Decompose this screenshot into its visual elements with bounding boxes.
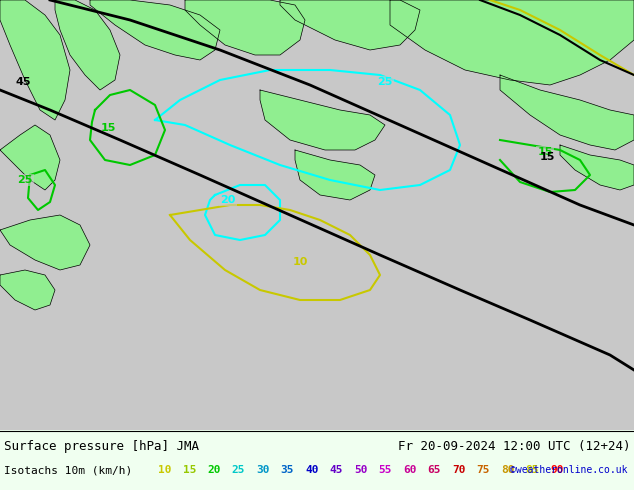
Text: 65: 65 — [427, 465, 441, 475]
Text: 10: 10 — [292, 257, 307, 267]
Text: 20: 20 — [207, 465, 221, 475]
Polygon shape — [500, 75, 634, 150]
Text: 80: 80 — [501, 465, 515, 475]
Text: 30: 30 — [256, 465, 269, 475]
Polygon shape — [280, 0, 420, 50]
Text: 45: 45 — [15, 77, 30, 87]
Text: 75: 75 — [477, 465, 490, 475]
Text: 40: 40 — [305, 465, 318, 475]
Polygon shape — [0, 125, 60, 190]
Polygon shape — [260, 90, 385, 150]
Polygon shape — [0, 215, 90, 270]
Text: 25: 25 — [231, 465, 245, 475]
Polygon shape — [295, 150, 375, 200]
Text: 35: 35 — [280, 465, 294, 475]
Text: 25: 25 — [17, 175, 33, 185]
Text: 15: 15 — [537, 147, 553, 157]
Text: Isotachs 10m (km/h): Isotachs 10m (km/h) — [4, 465, 133, 475]
Text: Fr 20-09-2024 12:00 UTC (12+24): Fr 20-09-2024 12:00 UTC (12+24) — [398, 440, 630, 452]
Text: 60: 60 — [403, 465, 417, 475]
Polygon shape — [90, 0, 220, 60]
Text: 15: 15 — [540, 152, 555, 162]
Polygon shape — [55, 0, 120, 90]
Polygon shape — [0, 0, 70, 120]
Text: 90: 90 — [550, 465, 564, 475]
Text: 85: 85 — [526, 465, 539, 475]
Text: 15: 15 — [183, 465, 196, 475]
Polygon shape — [560, 145, 634, 190]
Text: 10: 10 — [158, 465, 172, 475]
Polygon shape — [390, 0, 634, 85]
Text: 45: 45 — [330, 465, 343, 475]
Text: 25: 25 — [377, 77, 392, 87]
Text: 20: 20 — [220, 195, 236, 205]
Text: ©weatheronline.co.uk: ©weatheronline.co.uk — [510, 465, 628, 475]
Text: 50: 50 — [354, 465, 368, 475]
Text: Surface pressure [hPa] JMA: Surface pressure [hPa] JMA — [4, 440, 199, 452]
Text: 15: 15 — [100, 123, 115, 133]
Polygon shape — [185, 0, 305, 55]
Text: 70: 70 — [452, 465, 465, 475]
Polygon shape — [0, 270, 55, 310]
Text: 55: 55 — [378, 465, 392, 475]
